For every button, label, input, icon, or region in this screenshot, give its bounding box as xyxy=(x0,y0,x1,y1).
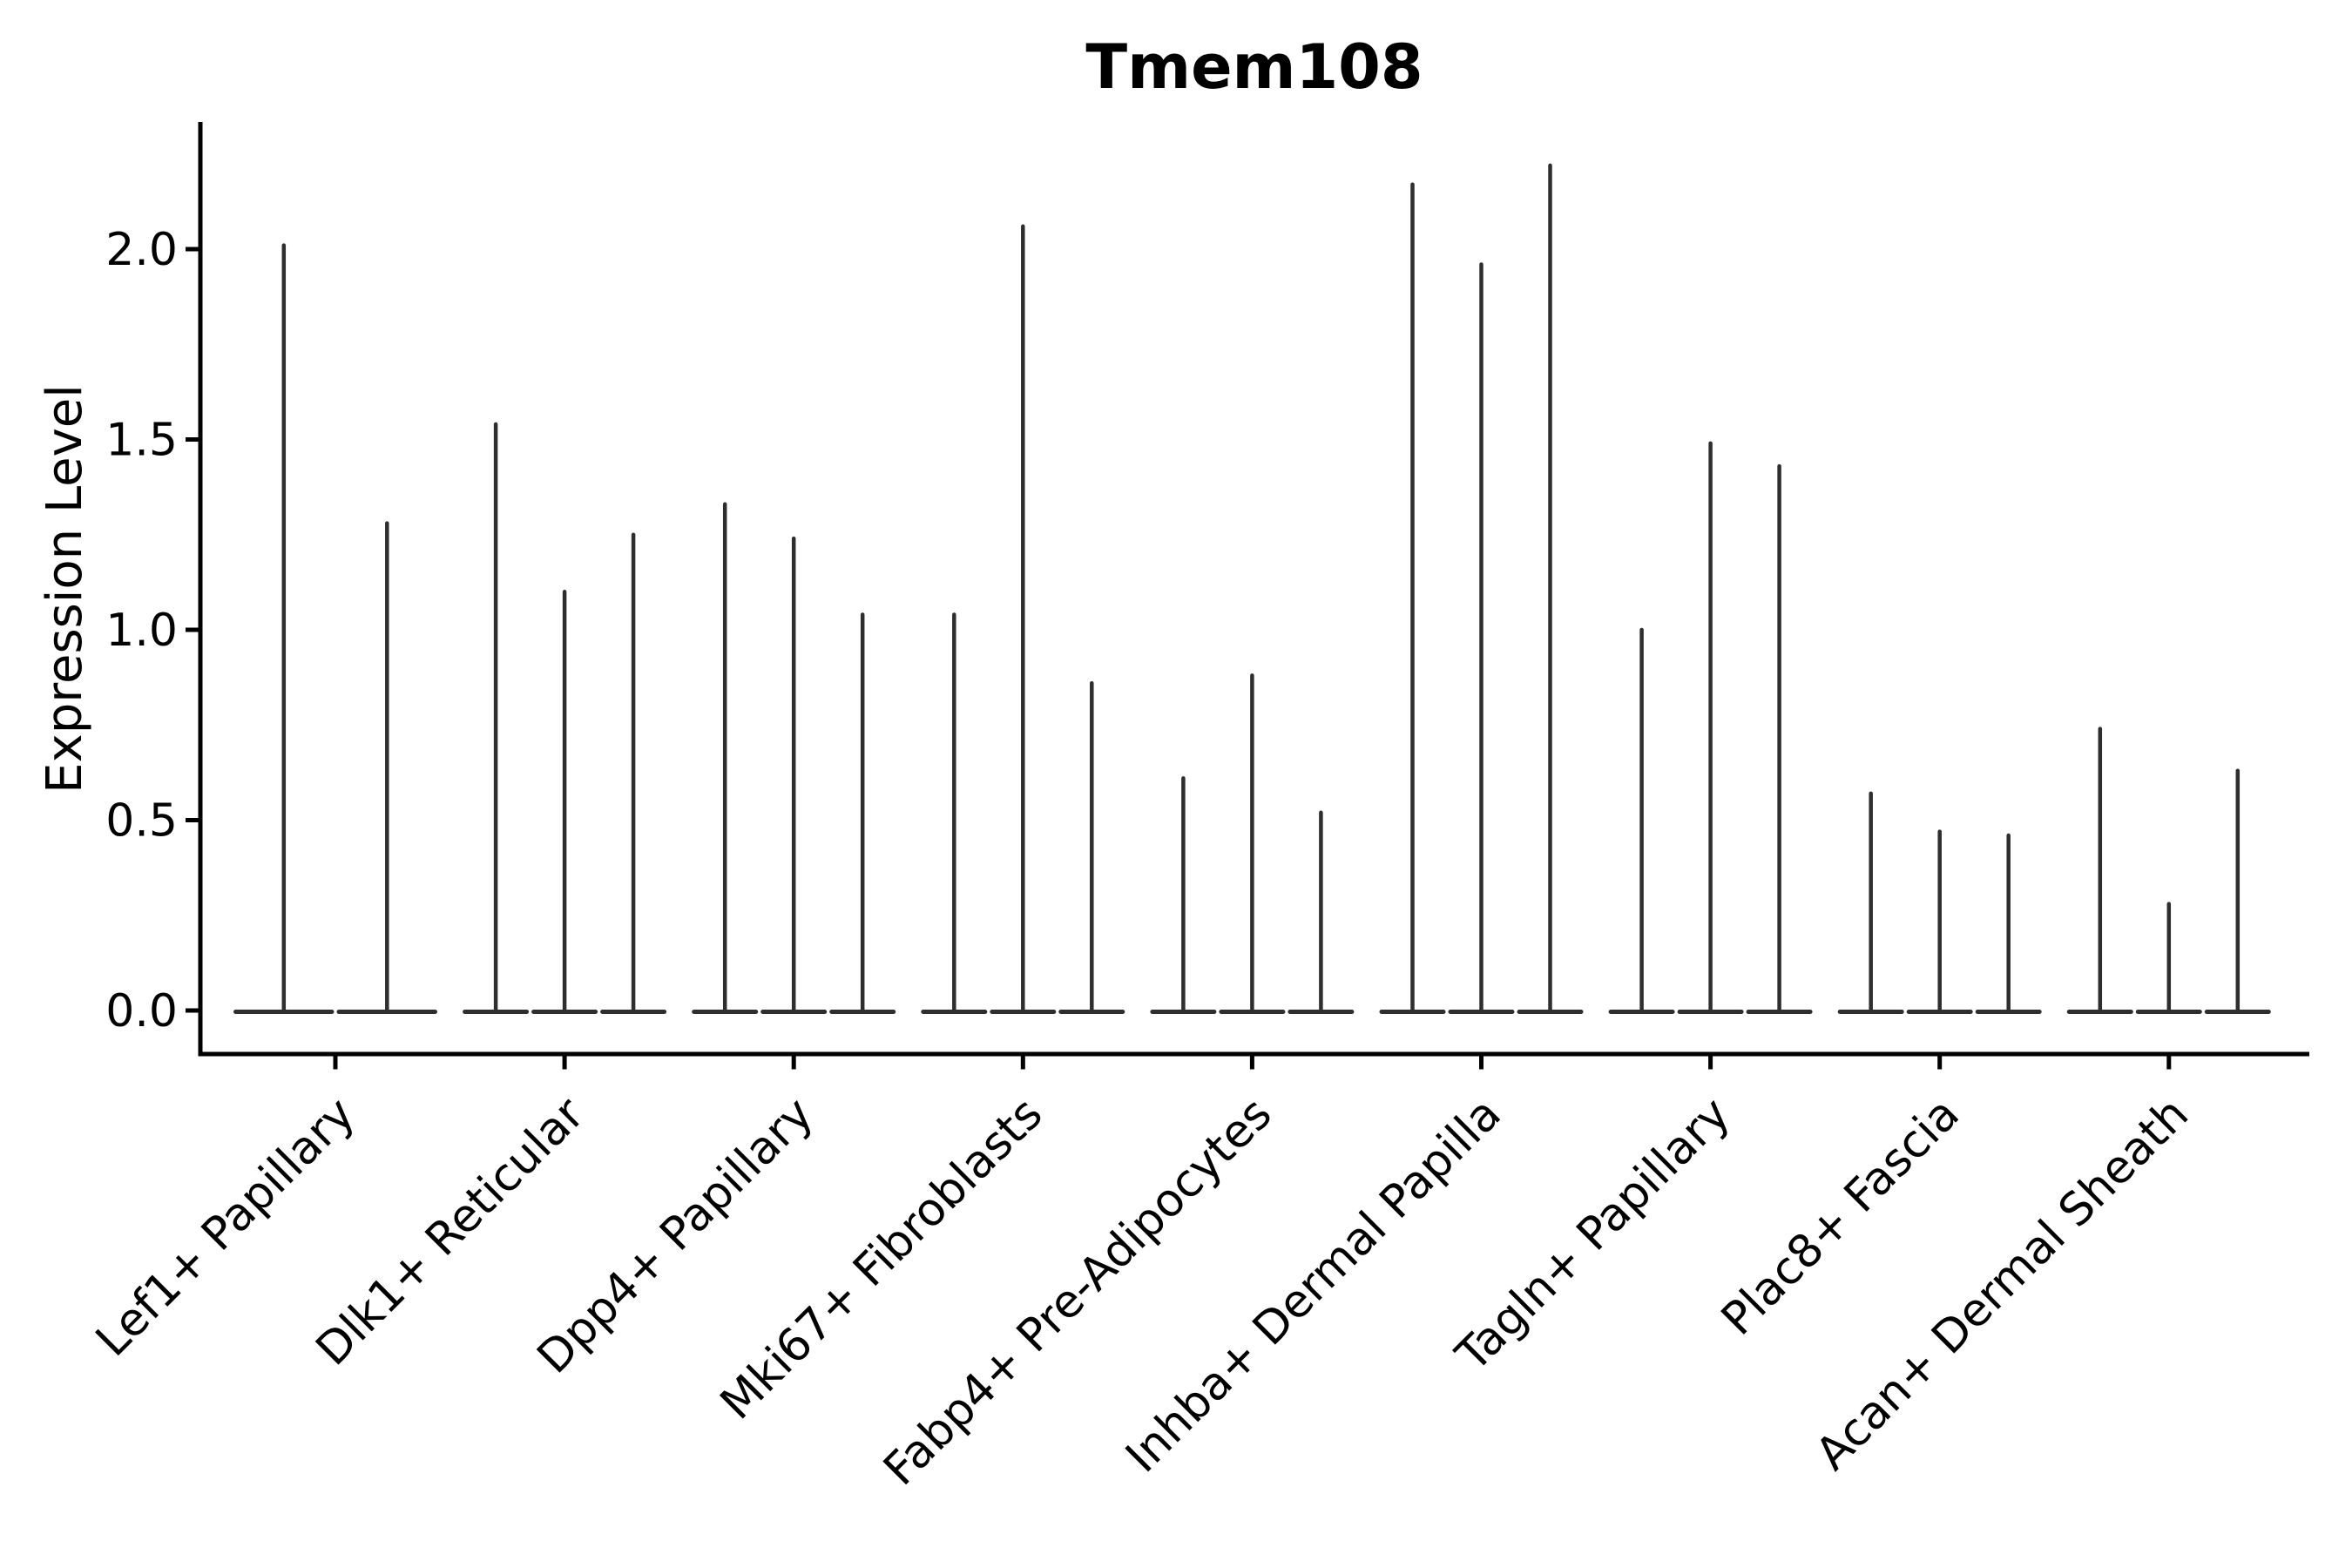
x-tick-label: Inhba+ Dermal Papilla xyxy=(1116,1088,1511,1483)
y-tick-label: 1.5 xyxy=(105,415,178,467)
x-tick-label: Fabp4+ Pre-Adipocytes xyxy=(874,1088,1281,1496)
y-tick-label: 1.0 xyxy=(105,605,178,657)
x-tick-label: Acan+ Dermal Sheath xyxy=(1806,1088,2199,1481)
y-tick-label: 0.5 xyxy=(105,795,178,848)
chart-title: Tmem108 xyxy=(1085,31,1423,103)
x-tick-label: Plac8+ Fascia xyxy=(1712,1088,1970,1346)
y-tick-label: 0.0 xyxy=(105,985,178,1037)
y-tick-label: 2.0 xyxy=(105,224,178,276)
